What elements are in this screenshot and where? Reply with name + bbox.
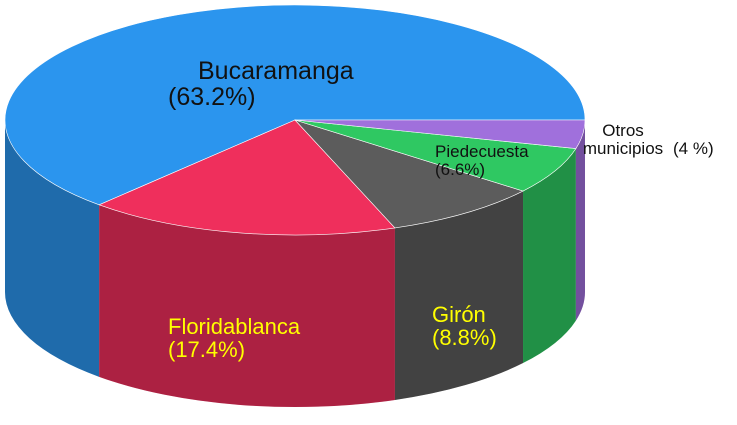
value-label: (8.8%)	[432, 325, 497, 351]
slice-side-shade	[523, 148, 576, 364]
slice-label: Girón (8.8%)	[432, 303, 497, 349]
category-label: Bucaramanga	[198, 57, 354, 85]
value-label: (4 %)	[673, 138, 714, 158]
slice-side	[575, 120, 585, 321]
slice-side	[5, 120, 100, 377]
slice	[294, 119, 586, 149]
slice	[4, 4, 586, 206]
slice	[294, 119, 577, 192]
slice-label: Otros municipios (4 %)	[577, 122, 714, 158]
slice-side	[99, 204, 395, 408]
value-label: (63.2%)	[168, 83, 256, 112]
slice	[294, 119, 524, 229]
category-label: Otros municipios	[582, 121, 664, 158]
category-label: Floridablanca	[168, 314, 301, 339]
slice-side-shade	[575, 120, 585, 321]
slice	[98, 119, 396, 236]
slice-side-shade	[99, 204, 395, 408]
category-label: Girón	[432, 302, 486, 327]
slice-side-shade	[394, 191, 524, 400]
slice-side-shade	[5, 120, 100, 377]
value-label: (6.6%)	[435, 159, 486, 179]
slice-side	[394, 191, 524, 400]
value-label: (17.4%)	[168, 337, 246, 363]
slice-side	[523, 148, 576, 364]
slice-label: Floridablanca (17.4%)	[168, 315, 300, 361]
slice-label: Bucaramanga (63.2%)	[168, 58, 354, 111]
category-label: Piedecuesta	[435, 142, 529, 161]
slice-label: Piedecuesta (6.6%)	[435, 143, 529, 179]
